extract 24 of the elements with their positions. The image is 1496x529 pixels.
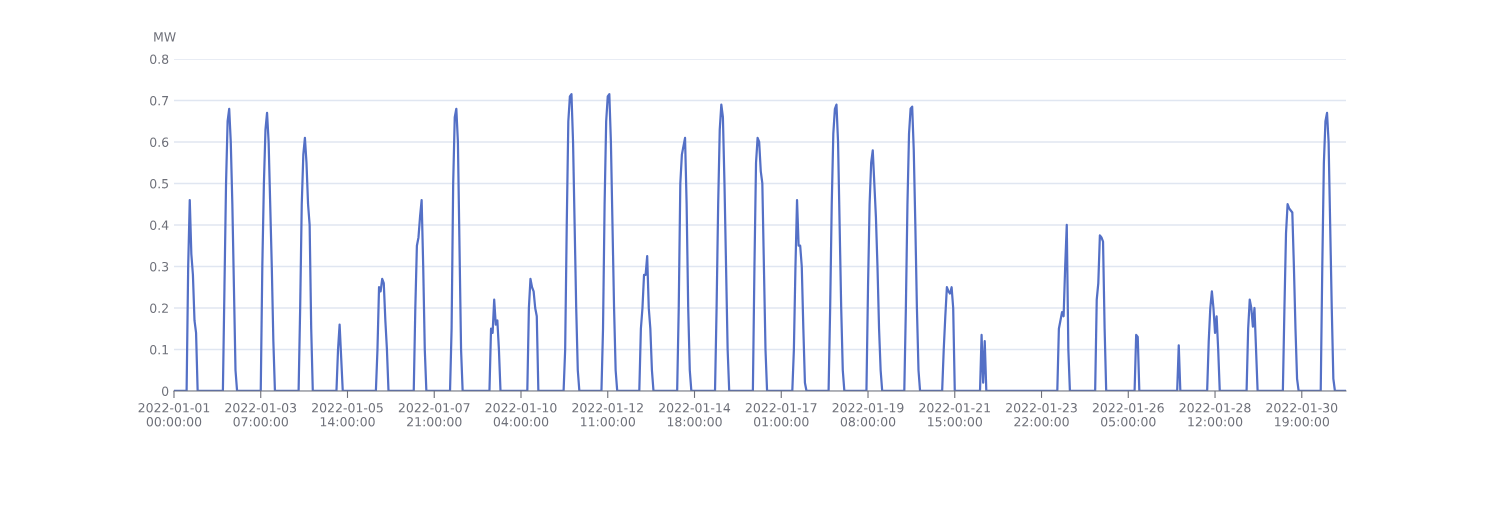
x-tick-label: 2022-01-05 14:00:00 — [312, 403, 383, 427]
y-tick-label: 0 — [161, 386, 169, 396]
y-tick-label: 0.7 — [150, 95, 169, 106]
y-tick-label: 0.6 — [150, 137, 169, 147]
y-axis-title: MW — [154, 32, 176, 42]
x-tick-label: 2022-01-14 18:00:00 — [659, 403, 731, 427]
y-tick-label: 0.8 — [150, 54, 169, 64]
x-tick-label: 2022-01-10 04:00:00 — [485, 403, 557, 427]
x-tick-label: 2022-01-03 07:00:00 — [225, 403, 297, 427]
x-tick-label: 2022-01-28 12:00:00 — [1179, 403, 1251, 427]
x-tick-label: 2022-01-07 21:00:00 — [398, 403, 470, 427]
x-tick-label: 2022-01-19 08:00:00 — [832, 403, 904, 427]
x-tick-label: 2022-01-21 15:00:00 — [919, 403, 990, 427]
x-tick-label: 2022-01-17 01:00:00 — [745, 403, 817, 427]
y-tick-label: 0.4 — [150, 220, 169, 230]
y-tick-label: 0.2 — [150, 303, 168, 313]
y-tick-label: 0.1 — [150, 344, 168, 355]
x-tick-label: 2022-01-26 05:00:00 — [1092, 403, 1164, 427]
x-tick-label: 2022-01-01 00:00:00 — [138, 403, 210, 427]
y-tick-label: 0.5 — [150, 178, 169, 189]
x-tick-label: 2022-01-12 11:00:00 — [572, 403, 643, 427]
y-tick-label: 0.3 — [150, 261, 169, 272]
x-tick-label: 2022-01-23 22:00:00 — [1006, 403, 1077, 427]
x-tick-label: 2022-01-30 19:00:00 — [1266, 403, 1338, 427]
